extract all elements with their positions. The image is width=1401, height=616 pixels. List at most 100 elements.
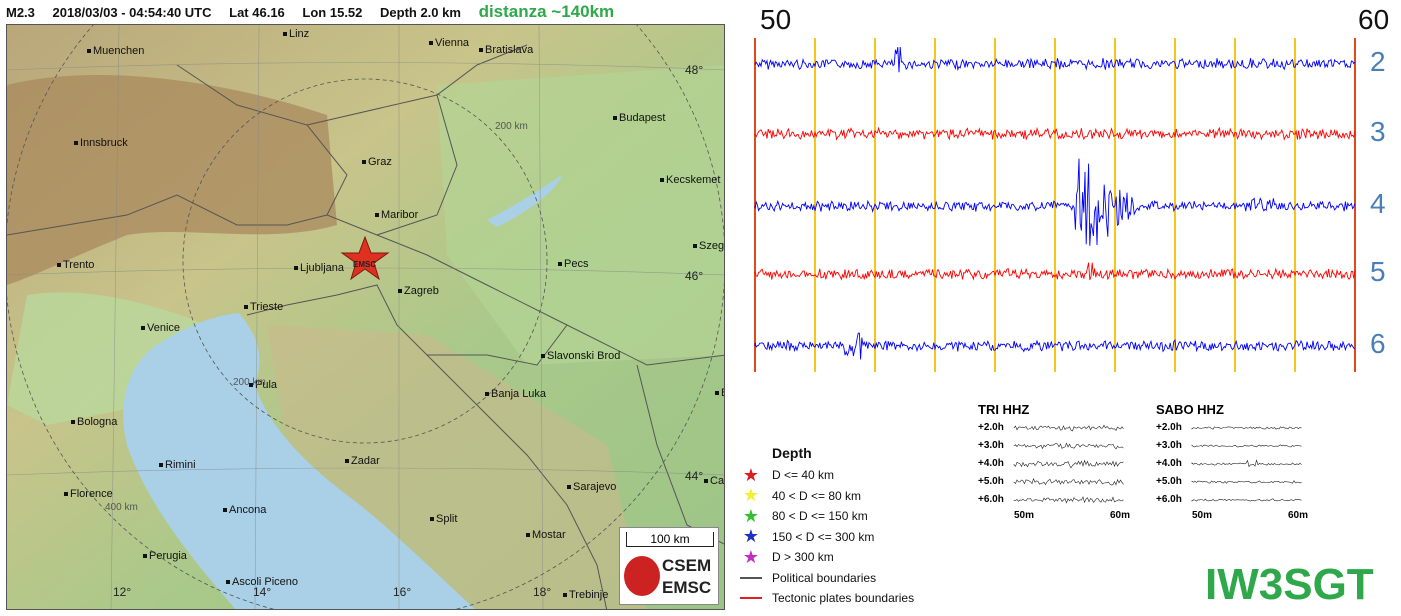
ring-distance-label: 200 km bbox=[233, 377, 266, 388]
city-label: Trebinje bbox=[563, 589, 608, 601]
city-label: Maribor bbox=[375, 209, 418, 221]
city-label: Trento bbox=[57, 259, 94, 271]
offset-label: +5.0h bbox=[1156, 476, 1182, 487]
legend-item: ★ 150 < D <= 300 km bbox=[740, 526, 914, 548]
city-label: Innsbruck bbox=[74, 137, 128, 149]
station-trace-plot bbox=[1191, 426, 1302, 502]
graticule-label: 18° bbox=[533, 585, 552, 599]
city-label: Ancona bbox=[223, 504, 266, 516]
event-lat: Lat 46.16 bbox=[229, 5, 285, 20]
station-title: SABO HHZ bbox=[1156, 402, 1224, 417]
city-label: Szege bbox=[693, 240, 724, 252]
helicorder-plot bbox=[754, 38, 1356, 372]
offset-label: +5.0h bbox=[978, 476, 1004, 487]
event-lon: Lon 15.52 bbox=[302, 5, 363, 20]
epicenter-star bbox=[340, 235, 390, 281]
line-swatch bbox=[740, 597, 762, 600]
star-icon: ★ bbox=[742, 485, 760, 506]
hour-label: 4 bbox=[1370, 188, 1386, 219]
star-icon: ★ bbox=[742, 464, 760, 485]
trace-hour-5 bbox=[754, 262, 1356, 281]
magnitude: M2.3 bbox=[6, 5, 35, 20]
line-swatch bbox=[740, 576, 762, 579]
legend-item: ★ D <= 40 km bbox=[740, 465, 914, 486]
hour-label: 3 bbox=[1370, 116, 1386, 147]
city-label: Mostar bbox=[526, 529, 566, 541]
city-label: Zadar bbox=[345, 455, 380, 467]
graticule-label: 46° bbox=[685, 269, 704, 283]
station-title: TRI HHZ bbox=[978, 402, 1030, 417]
graticule-label: 44° bbox=[685, 469, 704, 483]
city-label: Muenchen bbox=[87, 45, 144, 57]
hour-label: 6 bbox=[1370, 328, 1386, 359]
graticule-label: 14° bbox=[253, 585, 272, 599]
graticule-label: 12° bbox=[113, 585, 132, 599]
offset-label: +4.0h bbox=[1156, 458, 1182, 469]
city-label: Pecs bbox=[558, 258, 588, 270]
ring-distance-label: 200 km bbox=[495, 121, 528, 132]
callsign: IW3SGT bbox=[1205, 560, 1374, 609]
city-label: Linz bbox=[283, 28, 309, 40]
scale-bar: 100 km bbox=[626, 532, 714, 547]
city-label: Slavonski Brod bbox=[541, 350, 620, 362]
scale-and-logo: 100 km CSEM EMSC bbox=[619, 527, 719, 605]
city-label: Pula bbox=[249, 379, 277, 391]
station-trace-plot bbox=[1013, 424, 1124, 504]
city-label: Split bbox=[430, 513, 457, 525]
trace-hour-4 bbox=[754, 158, 1356, 246]
ring-distance-label: 400 km bbox=[105, 502, 138, 513]
legend-item: Tectonic plates boundaries bbox=[740, 588, 914, 609]
distance-label: distanza ~140km bbox=[478, 2, 615, 21]
svg-text:EMSC: EMSC bbox=[353, 260, 376, 269]
city-label: Ascoli Piceno bbox=[226, 576, 298, 588]
legend-item: ★ 80 < D <= 150 km bbox=[740, 506, 914, 527]
emsc-logo: CSEM EMSC bbox=[624, 552, 716, 602]
offset-label: +6.0h bbox=[978, 494, 1004, 505]
graticule-label: 48° bbox=[685, 63, 704, 77]
event-header: M2.3 2018/03/03 - 04:54:40 UTC Lat 46.16… bbox=[6, 2, 628, 22]
city-label: Florence bbox=[64, 488, 113, 500]
offset-label: +3.0h bbox=[978, 440, 1004, 451]
city-label: Kecskemet bbox=[660, 174, 720, 186]
star-icon: ★ bbox=[742, 526, 760, 547]
city-label: Perugia bbox=[143, 550, 187, 562]
offset-label: +2.0h bbox=[978, 422, 1004, 433]
time-start-label: 50 bbox=[760, 4, 792, 35]
trace-hour-2 bbox=[754, 46, 1356, 73]
hour-label: 2 bbox=[1370, 46, 1386, 77]
hour-label: 5 bbox=[1370, 256, 1386, 287]
city-label: Vienna bbox=[429, 37, 469, 49]
offset-label: +4.0h bbox=[978, 458, 1004, 469]
axis-start-label: 50m bbox=[1192, 510, 1213, 521]
legend-title: Depth bbox=[772, 445, 812, 461]
trace-hour-6 bbox=[754, 332, 1356, 360]
axis-end-label: 60m bbox=[1110, 510, 1131, 521]
legend-item: Political boundaries bbox=[740, 568, 914, 589]
city-label: Ca bbox=[704, 475, 724, 487]
city-label: Bratislava bbox=[479, 44, 533, 56]
axis-end-label: 60m bbox=[1288, 510, 1309, 521]
star-icon: ★ bbox=[742, 505, 760, 526]
event-datetime: 2018/03/03 - 04:54:40 UTC bbox=[52, 5, 212, 20]
city-label: Rimini bbox=[159, 459, 196, 471]
globe-icon bbox=[624, 556, 660, 596]
city-label: Zagreb bbox=[398, 285, 439, 297]
axis-start-label: 50m bbox=[1014, 510, 1035, 521]
city-label: Budapest bbox=[613, 112, 665, 124]
offset-label: +2.0h bbox=[1156, 422, 1182, 433]
city-label: Ljubljana bbox=[294, 262, 344, 274]
city-label: Banja Luka bbox=[485, 388, 546, 400]
city-label: Graz bbox=[362, 156, 392, 168]
map-terrain: EMSC bbox=[7, 25, 724, 609]
city-label: Venice bbox=[141, 322, 180, 334]
depth-legend: Depth ★ D <= 40 km ★ 40 < D <= 80 km ★ 80 < D… bbox=[740, 445, 914, 609]
city-label: B bbox=[715, 387, 724, 399]
star-icon: ★ bbox=[742, 546, 760, 567]
offset-label: +6.0h bbox=[1156, 494, 1182, 505]
time-end-label: 60 bbox=[1358, 4, 1390, 35]
city-label: Bologna bbox=[71, 416, 117, 428]
event-depth: Depth 2.0 km bbox=[380, 5, 461, 20]
legend-item: ★ 40 < D <= 80 km bbox=[740, 485, 914, 507]
trace-hour-3 bbox=[754, 126, 1356, 141]
city-label: Sarajevo bbox=[567, 481, 616, 493]
